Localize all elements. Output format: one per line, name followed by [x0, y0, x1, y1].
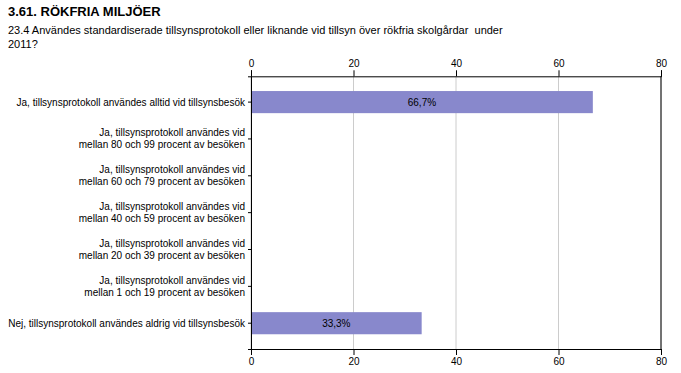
tick-label: Nej, tillsynsprotokoll användes aldrig v…	[8, 318, 246, 329]
tick: 0	[249, 58, 255, 76]
x-axis: 0 20 40 60 80	[249, 58, 668, 77]
tick-mark	[248, 212, 251, 213]
chart: 3.61. RÖKFRIA MILJÖER 23.4 Användes stand…	[0, 0, 681, 373]
x-axis: 0 20 40 60 80	[249, 349, 668, 367]
tick: 60	[553, 58, 565, 76]
tick-label: Ja, tillsynsprotokoll användes vidmellan…	[84, 275, 245, 298]
tick-label: Ja, tillsynsprotokoll användes vidmellan…	[79, 164, 245, 187]
tick-mark	[248, 249, 251, 250]
tick-label: 20	[348, 356, 360, 367]
tick-mark	[248, 286, 251, 287]
tick-label-line: mellan 1 och 19 procent av besöken	[84, 287, 245, 298]
tick: Ja, tillsynsprotokoll användes vidmellan…	[79, 238, 251, 261]
tick-label: 60	[553, 58, 565, 69]
subtitle-line: 2011?	[8, 38, 38, 50]
data-label: 33,3%	[322, 318, 350, 329]
tick: 20	[348, 349, 360, 367]
frame-line	[661, 76, 662, 349]
subtitle-line: 23.4 Användes standardiserade tillsynspr…	[8, 24, 503, 36]
grid-line	[661, 76, 662, 349]
plot: 0 20 40 60 80 0 20 40 60 80 Ja, tillsynsprotokoll …	[8, 58, 667, 367]
tick-label: 40	[451, 58, 463, 69]
axis-line	[248, 77, 252, 350]
tick: 0	[249, 349, 255, 367]
grid-line	[456, 76, 457, 349]
y-axis: Ja, tillsynsprotokoll användes alltid vi…	[8, 77, 251, 350]
tick-mark	[661, 70, 662, 76]
tick: 80	[656, 58, 668, 76]
tick-label-line: Ja, tillsynsprotokoll användes alltid vi…	[17, 97, 246, 108]
tick-label-line: mellan 80 och 99 procent av besöken	[79, 139, 245, 150]
tick-label-line: mellan 40 och 59 procent av besöken	[79, 213, 245, 224]
tick-label: Ja, tillsynsprotokoll användes vidmellan…	[79, 238, 245, 261]
bar	[251, 91, 593, 113]
bar	[251, 312, 422, 334]
axis-line	[252, 350, 662, 356]
tick-mark	[251, 70, 252, 76]
subtitle: 23.4 Användes standardiserade tillsynspr…	[8, 24, 503, 50]
tick-mark	[456, 70, 457, 76]
tick: 40	[451, 349, 463, 367]
tick: Nej, tillsynsprotokoll användes aldrig v…	[8, 318, 251, 329]
title: 3.61. RÖKFRIA MILJÖER	[8, 4, 161, 19]
tick: Ja, tillsynsprotokoll användes vidmellan…	[79, 127, 251, 150]
tick-mark	[559, 349, 560, 355]
tick-mark	[661, 349, 662, 355]
axis-line	[252, 70, 662, 77]
tick-mark	[354, 70, 355, 76]
bars	[251, 91, 593, 334]
grid-line	[558, 76, 559, 349]
tick-label: 80	[656, 356, 668, 367]
tick-label: 60	[553, 356, 565, 367]
tick-label: Ja, tillsynsprotokoll användes vidmellan…	[79, 127, 245, 150]
tick-label: 20	[348, 58, 360, 69]
tick-label-line: Ja, tillsynsprotokoll användes vid	[99, 127, 245, 138]
tick: 60	[553, 349, 565, 367]
tick-label: 0	[249, 356, 255, 367]
tick-mark	[559, 70, 560, 76]
tick-label-line: mellan 60 och 79 procent av besöken	[79, 176, 245, 187]
tick: 80	[656, 349, 668, 367]
tick-mark	[456, 349, 457, 355]
tick-label-line: Ja, tillsynsprotokoll användes vid	[99, 164, 245, 175]
tick-mark	[354, 349, 355, 355]
tick-label: 40	[451, 356, 463, 367]
tick-label-line: Ja, tillsynsprotokoll användes vid	[99, 238, 245, 249]
tick-label-line: mellan 20 och 39 procent av besöken	[79, 250, 245, 261]
tick-label: 0	[249, 58, 255, 69]
grid	[251, 76, 661, 349]
tick-label-line: Ja, tillsynsprotokoll användes vid	[99, 275, 245, 286]
tick-mark	[248, 175, 251, 176]
grid-line	[353, 76, 354, 349]
tick: Ja, tillsynsprotokoll användes vidmellan…	[84, 275, 251, 298]
tick: 20	[348, 58, 360, 76]
tick: 40	[451, 58, 463, 76]
tick-mark	[248, 323, 251, 324]
data-labels: 66,7% 33,3%	[322, 97, 436, 329]
tick-mark	[248, 102, 251, 103]
tick-label-line: Ja, tillsynsprotokoll användes vid	[99, 201, 245, 212]
tick-label: 80	[656, 58, 668, 69]
data-label: 66,7%	[408, 97, 436, 108]
tick-mark	[248, 138, 251, 139]
tick-label-line: Nej, tillsynsprotokoll användes aldrig v…	[8, 318, 246, 329]
tick-label: Ja, tillsynsprotokoll användes vidmellan…	[79, 201, 245, 224]
tick: Ja, tillsynsprotokoll användes vidmellan…	[79, 201, 251, 224]
tick: Ja, tillsynsprotokoll användes alltid vi…	[17, 97, 251, 108]
tick-label: Ja, tillsynsprotokoll användes alltid vi…	[17, 97, 246, 108]
tick: Ja, tillsynsprotokoll användes vidmellan…	[79, 164, 251, 187]
